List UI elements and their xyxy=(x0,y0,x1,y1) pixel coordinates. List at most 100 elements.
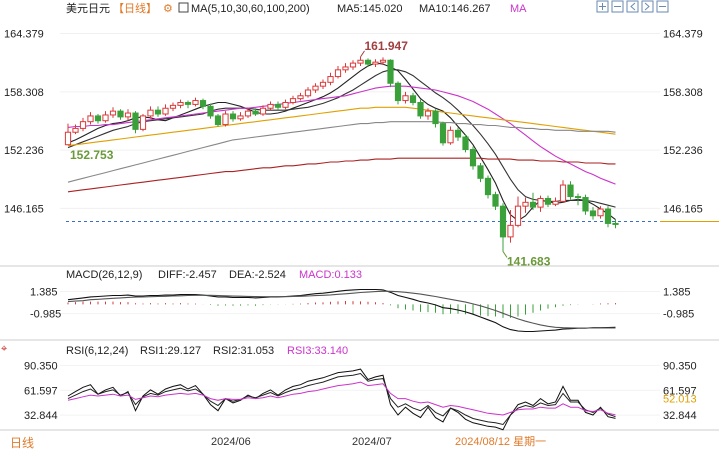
candle-body xyxy=(319,81,327,87)
symbol-label: 美元日元 xyxy=(66,2,110,15)
candle-body xyxy=(199,100,207,107)
candle-body xyxy=(469,149,477,167)
candle-body xyxy=(372,61,379,65)
candle-body xyxy=(289,98,297,103)
ma-line-ma100 xyxy=(67,121,616,183)
candle-body xyxy=(409,95,417,103)
y-tick-label-right: 164.379 xyxy=(663,29,703,41)
candle-body xyxy=(529,201,537,208)
candle-body xyxy=(364,59,372,65)
candle-body xyxy=(574,196,582,199)
start-low-annotation: 152.753 xyxy=(70,148,114,162)
y-tick-label-right: 32.844 xyxy=(663,410,697,422)
candle-body xyxy=(139,115,147,130)
ma10-label: MA10:146.267 xyxy=(419,3,491,15)
candle-body xyxy=(282,101,289,108)
y-tick-label-left: 146.165 xyxy=(4,203,44,215)
macd-line-diff xyxy=(67,288,616,333)
candle-body xyxy=(304,89,312,97)
candle-body xyxy=(349,62,357,68)
candle-body xyxy=(117,110,124,118)
y-tick-label-right: 158.308 xyxy=(663,87,703,99)
crosshair-icon[interactable]: ⌖ xyxy=(1,343,7,355)
y-tick-label-left: 32.844 xyxy=(24,410,58,422)
candle-body xyxy=(417,101,424,117)
ma-line-ma60 xyxy=(67,106,616,147)
settings-icon[interactable]: ⚙ xyxy=(163,3,173,15)
candle-body xyxy=(597,208,604,217)
prev-icon[interactable] xyxy=(626,0,639,13)
y-tick-label-left: 90.350 xyxy=(24,360,58,372)
plus-icon[interactable] xyxy=(596,0,609,13)
candle-body xyxy=(64,131,72,146)
y-tick-label-right: 90.350 xyxy=(663,360,697,372)
y-tick-label-right: 146.165 xyxy=(663,203,703,215)
macd-label: MACD(26,12,9) xyxy=(66,269,142,281)
candle-body xyxy=(454,129,462,138)
high-annotation: 161.947 xyxy=(365,39,409,53)
candle-body xyxy=(72,127,79,133)
macd-value: MACD:0.133 xyxy=(299,269,362,281)
candle-body xyxy=(274,103,282,108)
candle-body xyxy=(252,110,259,115)
rsi-line-rsi3 xyxy=(67,381,616,416)
macd-dea: DEA:-2.524 xyxy=(229,269,286,281)
y-tick-label-right: 152.236 xyxy=(663,145,703,157)
candle-body xyxy=(229,113,237,120)
candle-body xyxy=(432,110,439,125)
period-label[interactable]: 【日线】 xyxy=(113,1,157,15)
candle-body xyxy=(177,101,184,106)
candle-body xyxy=(447,129,454,144)
candle-body xyxy=(94,115,102,122)
y-tick-label-right: -0.985 xyxy=(663,309,694,321)
candle-body xyxy=(109,110,117,116)
rsi2-label: RSI2:31.053 xyxy=(213,345,274,357)
candle-body xyxy=(402,95,409,102)
candle-body xyxy=(394,82,402,102)
y-tick-label-right: 1.385 xyxy=(663,286,691,298)
price-panel: 164.379 164.379 158.308 158.308 152.236 152.2… xyxy=(4,29,719,268)
candle-body xyxy=(154,109,162,115)
ma-line-ma10 xyxy=(67,69,616,208)
candle-body xyxy=(184,101,192,105)
candle-body xyxy=(147,109,154,117)
candle-body xyxy=(79,121,87,129)
candle-body xyxy=(522,201,529,207)
candle-body xyxy=(192,100,199,105)
candle-body xyxy=(484,177,492,196)
candle-body xyxy=(297,95,304,100)
candle-body xyxy=(612,222,619,225)
candle-body xyxy=(589,210,597,217)
candle-body xyxy=(567,184,574,198)
candle-body xyxy=(357,59,364,64)
macd-panel: 1.385 1.385 -0.985 -0.985 xyxy=(30,286,694,333)
candle-body xyxy=(477,165,484,179)
macd-line-dea xyxy=(67,290,616,329)
next-icon[interactable] xyxy=(641,0,654,13)
candle-body xyxy=(537,197,544,208)
macd-diff: DIFF:-2.457 xyxy=(158,269,217,281)
candle-body xyxy=(604,208,612,224)
y-tick-label-left: 158.308 xyxy=(4,87,44,99)
minus-icon[interactable] xyxy=(611,0,624,13)
rsi-line-rsi2 xyxy=(67,372,616,426)
ma-line-ma30 xyxy=(67,85,616,185)
candle-body xyxy=(162,107,169,115)
candle-body xyxy=(124,112,132,118)
candle-body xyxy=(169,104,177,109)
rsi-label: RSI(6,12,24) xyxy=(66,345,128,357)
zoom-in-icon[interactable] xyxy=(656,0,669,13)
y-tick-label-left: 152.236 xyxy=(4,145,44,157)
y-tick-label-right: 61.597 xyxy=(663,385,697,397)
rsi3-label: RSI3:33.140 xyxy=(287,345,348,357)
period-button[interactable]: 日线 xyxy=(10,436,34,450)
candle-body xyxy=(387,59,394,84)
candle-body xyxy=(87,115,94,123)
candle-body xyxy=(244,110,252,117)
candle-body xyxy=(259,107,267,115)
candle-body xyxy=(439,123,447,144)
candle-body xyxy=(312,85,319,91)
date-label-june: 2024/06 xyxy=(211,436,251,448)
date-label-july: 2024/07 xyxy=(352,436,392,448)
ma-checkbox[interactable] xyxy=(178,2,189,13)
